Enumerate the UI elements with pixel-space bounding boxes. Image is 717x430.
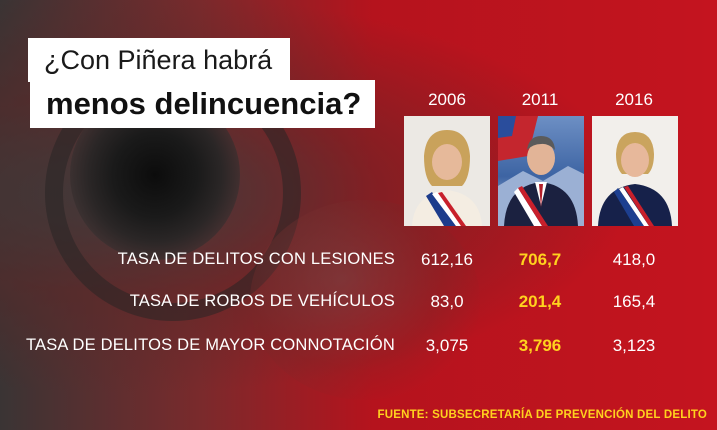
cell-robos-2006: 83,0	[430, 292, 464, 311]
row-label-mayor-connotacion: TASA DE DELITOS DE MAYOR CONNOTACIÓN	[25, 336, 395, 354]
cell-robos-2011: 201,4	[518, 292, 562, 311]
headline-line-2: menos delincuencia?	[30, 80, 376, 128]
cell-connotacion-2011: 3,796	[518, 336, 562, 355]
year-2016: 2016	[615, 90, 653, 109]
portrait-2006	[404, 116, 490, 226]
cell-connotacion-2006: 3,075	[425, 336, 469, 355]
year-2011: 2011	[521, 90, 559, 109]
cell-lesiones-2011: 706,7	[518, 250, 562, 269]
row-label-robos-vehiculos: TASA DE ROBOS DE VEHÍCULOS	[129, 292, 395, 310]
row-label-lesiones: TASA DE DELITOS CON LESIONES	[117, 250, 395, 268]
source-note: FUENTE: SUBSECRETARÍA DE PREVENCIÓN DEL …	[377, 409, 707, 421]
cell-lesiones-2006: 612,16	[421, 250, 473, 269]
year-2006: 2006	[428, 90, 466, 109]
headline-line-1: ¿Con Piñera habrá	[28, 38, 291, 82]
cell-connotacion-2016: 3,123	[612, 336, 656, 355]
cell-lesiones-2016: 418,0	[612, 250, 656, 269]
portrait-2011	[498, 116, 584, 226]
cell-robos-2016: 165,4	[612, 292, 656, 311]
portrait-2016	[592, 116, 678, 226]
blurred-hand-image	[250, 200, 480, 400]
